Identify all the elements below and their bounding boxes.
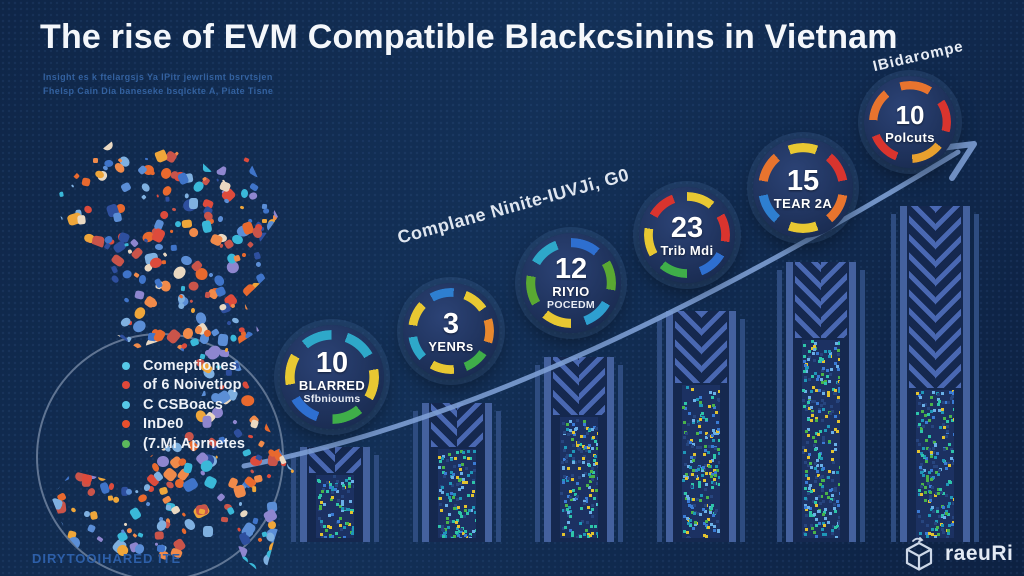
footer-note: DIRYTOOIHARED ITE <box>32 551 181 566</box>
milestone-badge-4: 23 Trib Mdi <box>639 187 735 283</box>
legend-item: of 6 Noivetiop <box>122 376 245 396</box>
milestone-badge-3: 12 RIYIO POCEDM <box>521 233 621 333</box>
legend-label: of 6 Noivetiop <box>143 377 242 393</box>
legend-label: Comeptiones <box>143 358 237 374</box>
legend-label: (7.Mi Aprnetes <box>143 436 245 452</box>
gauge-ring-icon <box>526 238 616 328</box>
legend: Comeptiones of 6 Noivetiop C CSBoacs InD… <box>122 356 245 454</box>
gauge-ring-icon <box>408 288 494 374</box>
subtitle-line-2: Fhelsp Cain Dia baneseke bsqlckte A, Pia… <box>43 84 273 98</box>
legend-item: C CSBoacs <box>122 395 245 415</box>
brand-logo: raeuRi <box>902 536 1013 572</box>
milestone-badge-5: 15 TEAR 2A <box>753 138 853 238</box>
subtitle: Insight es k ftelargsjs Ya IPitr jewrlis… <box>43 70 273 98</box>
legend-bullet-icon <box>122 362 130 370</box>
milestone-badge-6: 10 Polcuts <box>864 76 956 168</box>
legend-bullet-icon <box>122 420 130 428</box>
milestone-badge-1: 10 BLARRED Sfbnioums <box>280 325 384 429</box>
legend-bullet-icon <box>122 440 130 448</box>
legend-item: (7.Mi Aprnetes <box>122 434 245 454</box>
gauge-ring-icon <box>644 192 730 278</box>
legend-label: InDe0 <box>143 416 184 432</box>
milestone-badge-2: 3 YENRs <box>403 283 499 379</box>
gauge-ring-icon <box>285 330 379 424</box>
cube-logo-icon <box>902 536 936 572</box>
legend-bullet-icon <box>122 401 130 409</box>
page-title: The rise of EVM Compatible Blackcsinins … <box>40 18 898 57</box>
legend-item: InDe0 <box>122 415 245 435</box>
gauge-ring-icon <box>758 143 848 233</box>
legend-label: C CSBoacs <box>143 397 223 413</box>
gauge-ring-icon <box>869 81 951 163</box>
legend-bullet-icon <box>122 381 130 389</box>
infographic-canvas: The rise of EVM Compatible Blackcsinins … <box>0 0 1024 576</box>
legend-item: Comeptiones <box>122 356 245 376</box>
subtitle-line-1: Insight es k ftelargsjs Ya IPitr jewrlis… <box>43 70 273 84</box>
brand-name: raeuRi <box>945 542 1013 566</box>
